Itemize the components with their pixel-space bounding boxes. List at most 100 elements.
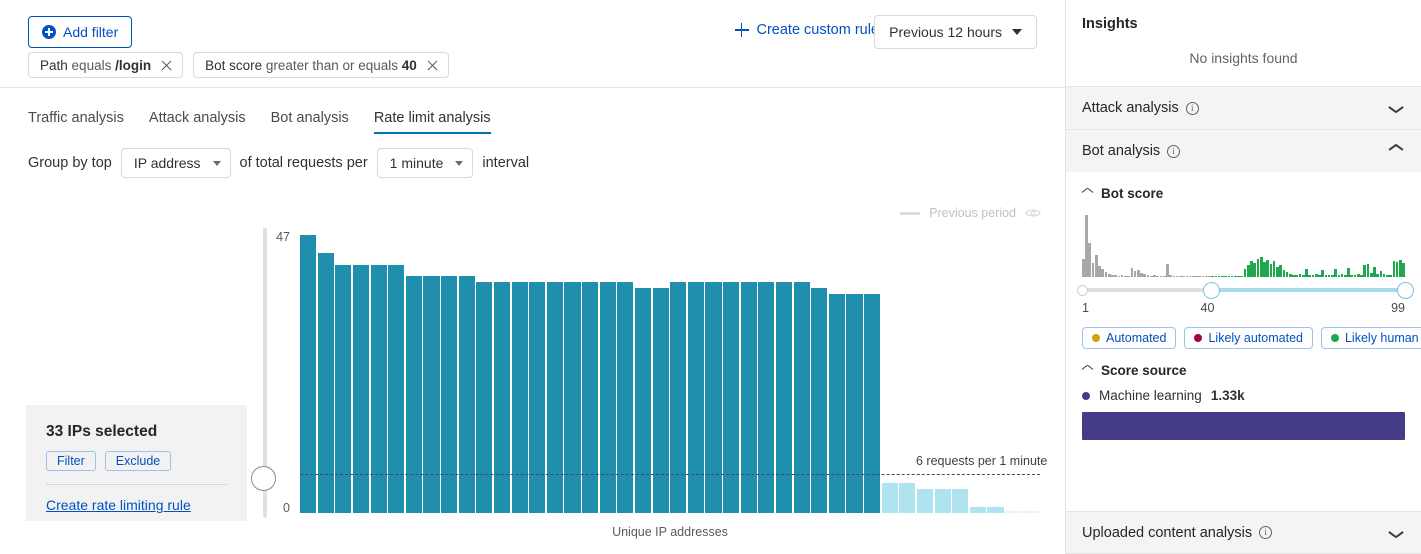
histogram-bar: [1266, 260, 1269, 277]
score-source-subsection-header[interactable]: Score source: [1082, 363, 1405, 378]
time-range-picker[interactable]: Previous 12 hours: [874, 15, 1037, 49]
histogram-bar: [1340, 274, 1344, 277]
bar[interactable]: [546, 282, 563, 513]
bar-series[interactable]: [300, 235, 1040, 513]
range-knob-high[interactable]: [1397, 282, 1414, 299]
rate-limit-bar-chart: 47 0: [0, 225, 1065, 545]
bar[interactable]: [617, 282, 634, 513]
create-custom-rule-link[interactable]: Create custom rule: [734, 22, 879, 38]
score-source-row[interactable]: Machine learning 1.33k: [1082, 388, 1405, 403]
chevron-down-icon[interactable]: [1389, 529, 1403, 537]
add-filter-button[interactable]: Add filter: [28, 16, 133, 48]
bar[interactable]: [881, 483, 898, 513]
bar[interactable]: [670, 282, 687, 513]
bar[interactable]: [705, 282, 722, 513]
bar[interactable]: [846, 294, 863, 513]
interval-select[interactable]: 1 minute: [376, 148, 474, 178]
bar[interactable]: [441, 276, 458, 513]
group-by-prefix: Group by top: [28, 155, 112, 171]
info-icon[interactable]: i: [1185, 101, 1199, 115]
bar[interactable]: [934, 489, 951, 513]
dimension-select[interactable]: IP address: [120, 148, 231, 178]
slider-track: [263, 228, 267, 518]
bar[interactable]: [811, 288, 828, 513]
bar[interactable]: [1022, 511, 1039, 513]
bar[interactable]: [916, 489, 933, 513]
bar[interactable]: [458, 276, 475, 513]
bar[interactable]: [599, 282, 616, 513]
y-axis-min-label: 0: [283, 501, 290, 515]
bar[interactable]: [793, 282, 810, 513]
bar[interactable]: [493, 282, 510, 513]
eye-icon[interactable]: [1025, 207, 1041, 219]
score-source-value: 1.33k: [1210, 388, 1245, 403]
exclude-button[interactable]: Exclude: [104, 451, 172, 471]
info-icon[interactable]: i: [1259, 526, 1273, 539]
histogram-bar: [1289, 274, 1292, 277]
bar[interactable]: [1005, 510, 1022, 513]
histogram-bar: [1327, 275, 1331, 277]
bar[interactable]: [952, 489, 969, 513]
bar[interactable]: [775, 282, 792, 513]
main-content: Add filter Path equals /login Bot score …: [0, 0, 1065, 554]
histogram-bar: [1376, 274, 1379, 277]
bar[interactable]: [687, 282, 704, 513]
chevron-up-icon[interactable]: [1389, 147, 1403, 155]
histogram-bar: [1347, 268, 1350, 277]
bar[interactable]: [740, 282, 757, 513]
tab-bot-analysis[interactable]: Bot analysis: [270, 110, 349, 126]
filter-button[interactable]: Filter: [46, 451, 96, 471]
bar[interactable]: [828, 294, 845, 513]
bar[interactable]: [899, 483, 916, 513]
bar[interactable]: [969, 507, 986, 513]
section-label: Bot analysis: [1082, 143, 1161, 159]
bar[interactable]: [423, 276, 440, 513]
bar[interactable]: [352, 264, 369, 513]
info-icon[interactable]: i: [1167, 144, 1181, 158]
range-knob-low[interactable]: [1202, 282, 1220, 299]
create-rate-limiting-rule-link[interactable]: Create rate limiting rule: [46, 497, 191, 513]
pill-automated[interactable]: Automated: [1082, 327, 1177, 349]
bot-score-range-slider[interactable]: [1077, 281, 1414, 299]
bar[interactable]: [634, 288, 651, 513]
histogram-bar: [1363, 265, 1367, 277]
bar[interactable]: [476, 282, 493, 513]
range-knob-min[interactable]: [1077, 285, 1088, 296]
close-icon[interactable]: [160, 59, 173, 72]
bar[interactable]: [405, 276, 422, 513]
bar[interactable]: [652, 288, 669, 513]
bar[interactable]: [370, 264, 387, 513]
section-attack-analysis[interactable]: Attack analysis i: [1066, 86, 1421, 129]
bot-score-histogram: [1082, 215, 1405, 277]
bar[interactable]: [511, 282, 528, 513]
bot-score-subsection-header[interactable]: Bot score: [1082, 186, 1405, 201]
filter-chip-path[interactable]: Path equals /login: [28, 52, 184, 78]
bar[interactable]: [723, 282, 740, 513]
chevron-down-icon[interactable]: [1389, 104, 1403, 112]
bar[interactable]: [335, 264, 352, 513]
chart-legend[interactable]: Previous period: [900, 206, 1041, 220]
bar[interactable]: [300, 235, 317, 513]
pill-likely-automated[interactable]: Likely automated: [1184, 327, 1313, 349]
tab-traffic-analysis[interactable]: Traffic analysis: [28, 110, 124, 126]
bar[interactable]: [582, 282, 599, 513]
bar[interactable]: [758, 282, 775, 513]
filter-chip-bot-score[interactable]: Bot score greater than or equals 40: [193, 52, 449, 78]
bar[interactable]: [564, 282, 581, 513]
bar[interactable]: [529, 282, 546, 513]
section-bot-analysis[interactable]: Bot analysis i: [1066, 129, 1421, 172]
slider-handle[interactable]: [251, 466, 276, 491]
threshold-slider[interactable]: [251, 228, 276, 518]
bar[interactable]: [987, 507, 1004, 513]
section-uploaded-content-analysis[interactable]: Uploaded content analysis i: [1066, 511, 1421, 554]
histogram-bar: [1253, 263, 1257, 277]
tab-attack-analysis[interactable]: Attack analysis: [148, 110, 246, 126]
pill-likely-human[interactable]: Likely human: [1320, 327, 1421, 349]
tab-rate-limit-analysis[interactable]: Rate limit analysis: [373, 110, 491, 134]
bar[interactable]: [317, 252, 334, 513]
histogram-bar: [1114, 275, 1117, 277]
bar[interactable]: [864, 294, 881, 513]
bar[interactable]: [388, 264, 405, 513]
close-icon[interactable]: [426, 59, 439, 72]
threshold-label: 6 requests per 1 minute: [916, 454, 1048, 468]
